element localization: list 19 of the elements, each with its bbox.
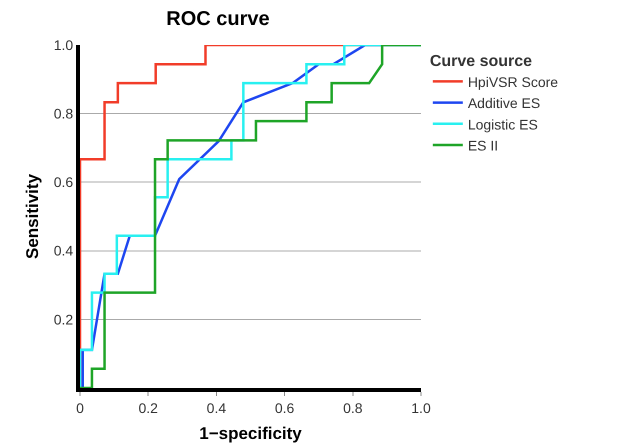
y-tick-label: 0.6 (54, 174, 74, 190)
x-tick-label: 0.4 (206, 400, 226, 416)
x-tick-label: 0.2 (138, 400, 158, 416)
y-tick-label: 0.2 (54, 311, 74, 328)
y-axis-title: Sensitivity (22, 173, 42, 260)
x-axis-title: 1−specificity (199, 424, 302, 443)
legend-label: HpiVSR Score (468, 74, 558, 90)
x-tick-label: 0 (76, 400, 84, 416)
legend-label: Additive ES (468, 95, 540, 112)
x-tick-label: 0.8 (343, 400, 363, 416)
x-tick-label: 0.6 (274, 400, 295, 416)
x-tick-label: 1.0 (411, 400, 431, 416)
legend-label: ES II (468, 137, 498, 154)
chart-title: ROC curve (166, 8, 270, 30)
legend-label: Logistic ES (468, 116, 538, 132)
y-tick-label: 0.4 (54, 242, 74, 259)
y-tick-label: 1.0 (54, 36, 74, 53)
y-tick-label: 0.8 (54, 106, 74, 122)
legend-title: Curve source (430, 52, 532, 70)
